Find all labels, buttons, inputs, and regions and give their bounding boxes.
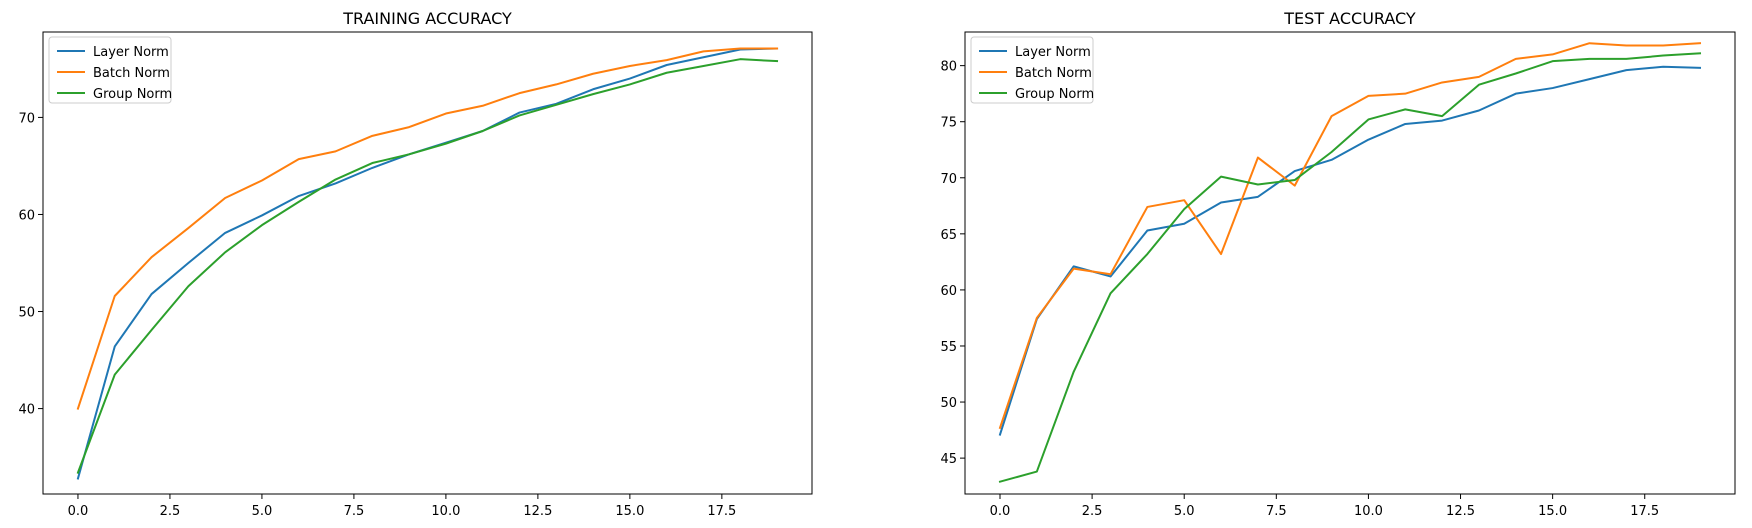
test-chart-title: TEST ACCURACY <box>1283 9 1416 28</box>
training-legend-label: Group Norm <box>93 87 172 102</box>
test-y-tick-label: 50 <box>940 396 957 411</box>
training-x-tick-label: 10.0 <box>431 504 460 519</box>
test-x-tick-label: 17.5 <box>1630 504 1659 519</box>
training-x-tick-label: 0.0 <box>68 504 89 519</box>
training-x-tick-label: 15.0 <box>615 504 644 519</box>
training-x-tick-label: 7.5 <box>344 504 365 519</box>
training-series-layer-norm-line <box>76 47 779 480</box>
training-series-group-norm-line <box>76 58 779 474</box>
test-y-tick-label: 70 <box>940 172 957 187</box>
test-x-tick-label: 5.0 <box>1174 504 1195 519</box>
test-legend-label: Group Norm <box>1015 87 1094 102</box>
training-chart-title: TRAINING ACCURACY <box>342 9 512 28</box>
training-y-tick-label: 50 <box>18 306 35 321</box>
test-y-tick-label: 60 <box>940 284 957 299</box>
training-x-tick-label: 17.5 <box>707 504 736 519</box>
training-legend: Layer Norm Batch Norm Group Norm <box>48 36 172 104</box>
training-accuracy-panel: TRAINING ACCURACY 0.0 2.5 5.0 7.5 10.0 12.5 15.… <box>18 9 813 519</box>
test-x-tick-label: 7.5 <box>1266 504 1287 519</box>
test-x-tick-label: 15.0 <box>1538 504 1567 519</box>
test-x-tick-label: 2.5 <box>1082 504 1103 519</box>
test-x-tick-label: 0.0 <box>990 504 1011 519</box>
training-legend-box <box>48 36 172 104</box>
test-y-tick-label: 75 <box>940 116 957 131</box>
test-legend-label: Layer Norm <box>1015 45 1091 60</box>
test-x-tick-label: 10.0 <box>1354 504 1383 519</box>
test-y-tick-label: 45 <box>940 452 957 467</box>
test-series-batch-norm-line <box>998 42 1702 430</box>
training-series-group <box>76 47 779 480</box>
test-y-tick-label: 55 <box>940 340 957 355</box>
training-y-tick-label: 40 <box>18 403 35 418</box>
test-series-group <box>998 42 1702 483</box>
training-x-tick-label: 5.0 <box>252 504 273 519</box>
test-y-tick-label: 80 <box>940 60 957 75</box>
training-legend-label: Layer Norm <box>93 45 169 60</box>
test-legend-box <box>970 36 1094 104</box>
training-x-tick-label: 12.5 <box>523 504 552 519</box>
training-series-batch-norm-line <box>76 47 779 410</box>
test-accuracy-panel: TEST ACCURACY 0.0 2.5 5.0 7.5 10.0 12.5 15.0 17.… <box>940 9 1736 519</box>
training-legend-label: Batch Norm <box>93 66 170 81</box>
test-series-group-norm-line <box>998 52 1702 483</box>
test-series-layer-norm-line <box>998 65 1702 436</box>
training-y-tick-label: 60 <box>18 208 35 223</box>
test-legend-label: Batch Norm <box>1015 66 1092 81</box>
training-y-tick-label: 70 <box>18 111 35 126</box>
test-axes-frame <box>964 31 1736 495</box>
test-y-tick-label: 65 <box>940 228 957 243</box>
test-legend: Layer Norm Batch Norm Group Norm <box>970 36 1094 104</box>
training-x-tick-label: 2.5 <box>160 504 181 519</box>
test-x-tick-label: 12.5 <box>1446 504 1475 519</box>
training-axes-frame <box>42 31 813 495</box>
